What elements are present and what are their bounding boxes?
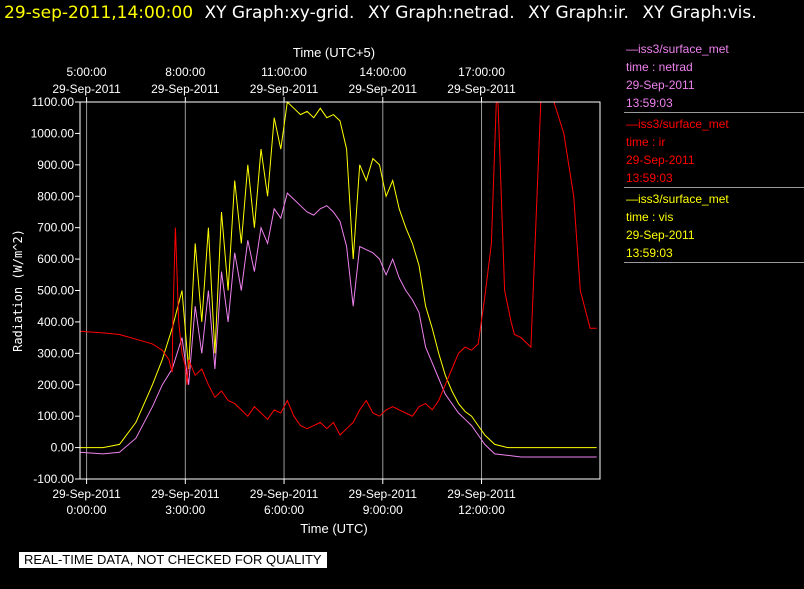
y-tick-label: 400.00	[37, 315, 74, 329]
x-tick-time: 6:00:00	[264, 503, 304, 517]
top-x-tick-date: 29-Sep-2011	[447, 82, 516, 96]
y-axis-label: Radiation (W/m^2)	[11, 229, 25, 352]
y-tick-label: 900.00	[37, 158, 74, 172]
plot-frame	[79, 101, 601, 480]
legend-time: 13:59:03	[626, 171, 673, 185]
y-tick-label: 300.00	[37, 346, 74, 360]
top-x-tick-date: 29-Sep-2011	[250, 82, 319, 96]
y-tick-label: 800.00	[37, 189, 74, 203]
quality-disclaimer: REAL-TIME DATA, NOT CHECKED FOR QUALITY	[19, 552, 327, 568]
legend-field: time : ir	[626, 135, 666, 149]
legend-field: time : netrad	[626, 60, 693, 74]
x-tick-date: 29-Sep-2011	[349, 487, 418, 501]
legend-date: 29-Sep-2011	[626, 153, 695, 167]
top-x-tick-date: 29-Sep-2011	[52, 82, 121, 96]
y-tick-label: 1000.00	[31, 126, 75, 140]
top-x-tick-time: 11:00:00	[261, 65, 307, 79]
x-tick-date: 29-Sep-2011	[447, 487, 516, 501]
legend-source: —iss3/surface_met	[626, 192, 729, 206]
top-x-tick-date: 29-Sep-2011	[349, 82, 418, 96]
x-tick-date: 29-Sep-2011	[52, 487, 121, 501]
y-tick-label: 200.00	[37, 378, 74, 392]
top-x-tick-time: 17:00:00	[458, 65, 505, 79]
series-line-timevis	[80, 100, 597, 449]
top-x-tick-date: 29-Sep-2011	[151, 82, 220, 96]
y-tick-label: 1100.00	[32, 95, 75, 109]
legend-time: 13:59:03	[626, 96, 673, 110]
x-tick-time: 3:00:00	[165, 503, 205, 517]
x-axis-label: Time (UTC)	[300, 521, 367, 536]
legend-field: time : vis	[626, 210, 674, 224]
top-x-tick-time: 14:00:00	[359, 65, 406, 79]
graph-title-netrad: XY Graph:netrad.	[367, 3, 515, 23]
legend-time: 13:59:03	[626, 246, 673, 260]
top-x-tick-time: 8:00:00	[165, 65, 205, 79]
legend-entry-netrad: —iss3/surface_met time : netrad 29-Sep-2…	[624, 40, 804, 113]
graph-title-xy-grid: XY Graph:xy-grid.	[204, 3, 355, 23]
x-tick-date: 29-Sep-2011	[151, 487, 220, 501]
header-timestamp: 29-sep-2011,14:00:00	[4, 3, 194, 23]
legend-source: —iss3/surface_met	[626, 42, 729, 56]
x-tick-time: 9:00:00	[363, 503, 403, 517]
graph-title-ir: XY Graph:ir.	[528, 3, 629, 23]
legend-source: —iss3/surface_met	[626, 117, 729, 131]
y-tick-label: 600.00	[37, 252, 74, 266]
top-x-axis-label: Time (UTC+5)	[293, 45, 375, 60]
y-tick-label: 500.00	[37, 284, 74, 298]
x-tick-time: 0:00:00	[67, 503, 107, 517]
y-tick-label: -100.00	[33, 472, 74, 486]
x-tick-date: 29-Sep-2011	[250, 487, 319, 501]
y-tick-label: 700.00	[37, 221, 74, 235]
legend-entry-vis: —iss3/surface_met time : vis 29-Sep-2011…	[624, 190, 804, 263]
y-tick-label: 100.00	[37, 409, 74, 423]
series-line-timeir	[79, 101, 597, 436]
legend: —iss3/surface_met time : netrad 29-Sep-2…	[624, 40, 804, 265]
series-line-timenetrad	[79, 192, 597, 458]
y-tick-label: 0.00	[51, 441, 75, 455]
top-x-tick-time: 5:00:00	[67, 65, 107, 79]
x-tick-time: 12:00:00	[458, 503, 505, 517]
legend-date: 29-Sep-2011	[626, 228, 695, 242]
graph-title-vis: XY Graph:vis.	[642, 3, 757, 23]
legend-entry-ir: —iss3/surface_met time : ir 29-Sep-2011 …	[624, 115, 804, 188]
graph-header: 29-sep-2011,14:00:00 XY Graph:xy-grid. X…	[4, 2, 765, 24]
legend-date: 29-Sep-2011	[626, 78, 695, 92]
